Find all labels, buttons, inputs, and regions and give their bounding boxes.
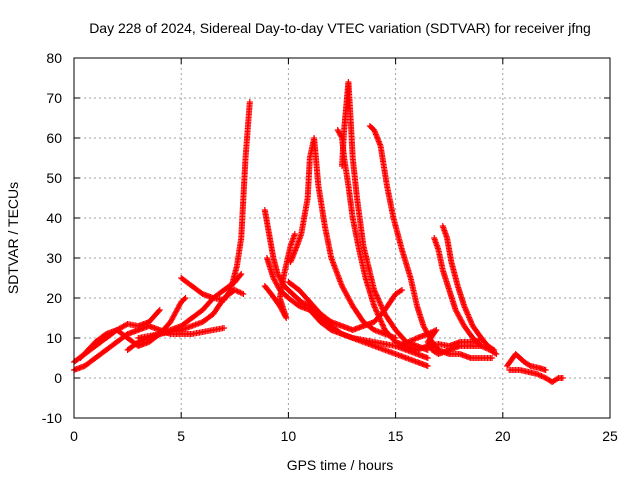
data-point (554, 375, 561, 382)
data-point (489, 346, 496, 353)
y-axis-label: SDTVAR / TECUs (5, 182, 21, 294)
plot-frame (73, 57, 611, 419)
series-arc-3 (77, 295, 189, 361)
data-point (240, 291, 247, 297)
data-point (493, 351, 500, 357)
data-point (492, 350, 499, 357)
series-arc-5 (178, 99, 253, 303)
data-points (71, 79, 566, 385)
x-tick-label: 20 (495, 428, 511, 444)
x-tick-label: 25 (602, 428, 618, 444)
data-point (489, 355, 496, 361)
data-point (397, 287, 404, 294)
chart-title: Day 228 of 2024, Sidereal Day-to-day VTE… (89, 20, 591, 36)
series-arc-17 (439, 223, 498, 353)
data-point (182, 295, 189, 301)
y-tick-label: 50 (46, 170, 62, 186)
series-arc-15 (396, 327, 485, 357)
data-point (399, 287, 406, 293)
data-point (221, 325, 228, 331)
x-axis-label: GPS time / hours (287, 457, 394, 473)
series-arc-8 (263, 255, 431, 369)
data-point (246, 99, 253, 105)
y-tick-label: 10 (46, 330, 62, 346)
data-point (559, 375, 566, 381)
y-tick-label: 20 (46, 290, 62, 306)
series-arc-9 (261, 231, 298, 321)
series-arc-6 (135, 287, 247, 341)
grid (74, 58, 610, 418)
y-tick-label: 40 (46, 210, 62, 226)
data-point (542, 367, 549, 373)
series-arc-13 (339, 79, 431, 353)
data-point (424, 355, 431, 361)
data-point (237, 272, 244, 279)
axis-ticks: 0 5 10 15 20 25 -10 0 10 20 30 40 50 60 70 80 (42, 50, 618, 444)
series-arc-19 (506, 367, 566, 385)
x-tick-label: 15 (388, 428, 404, 444)
data-point (424, 363, 431, 369)
data-point (181, 296, 188, 302)
y-tick-label: 60 (46, 130, 62, 146)
data-point (526, 362, 533, 369)
data-point (238, 271, 245, 277)
x-tick-label: 0 (70, 428, 78, 444)
x-tick-label: 10 (281, 428, 297, 444)
data-point (491, 347, 498, 353)
y-tick-label: -10 (42, 410, 62, 426)
y-tick-label: 30 (46, 250, 62, 266)
series-arc-2 (71, 323, 228, 373)
data-point (156, 307, 163, 313)
y-tick-label: 80 (46, 50, 62, 66)
series-arc-18 (504, 351, 549, 373)
data-point (291, 231, 298, 237)
data-point (155, 308, 162, 315)
series-arc-10 (287, 135, 399, 341)
x-tick-label: 5 (177, 428, 185, 444)
y-tick-label: 0 (54, 370, 62, 386)
y-tick-label: 70 (46, 90, 62, 106)
